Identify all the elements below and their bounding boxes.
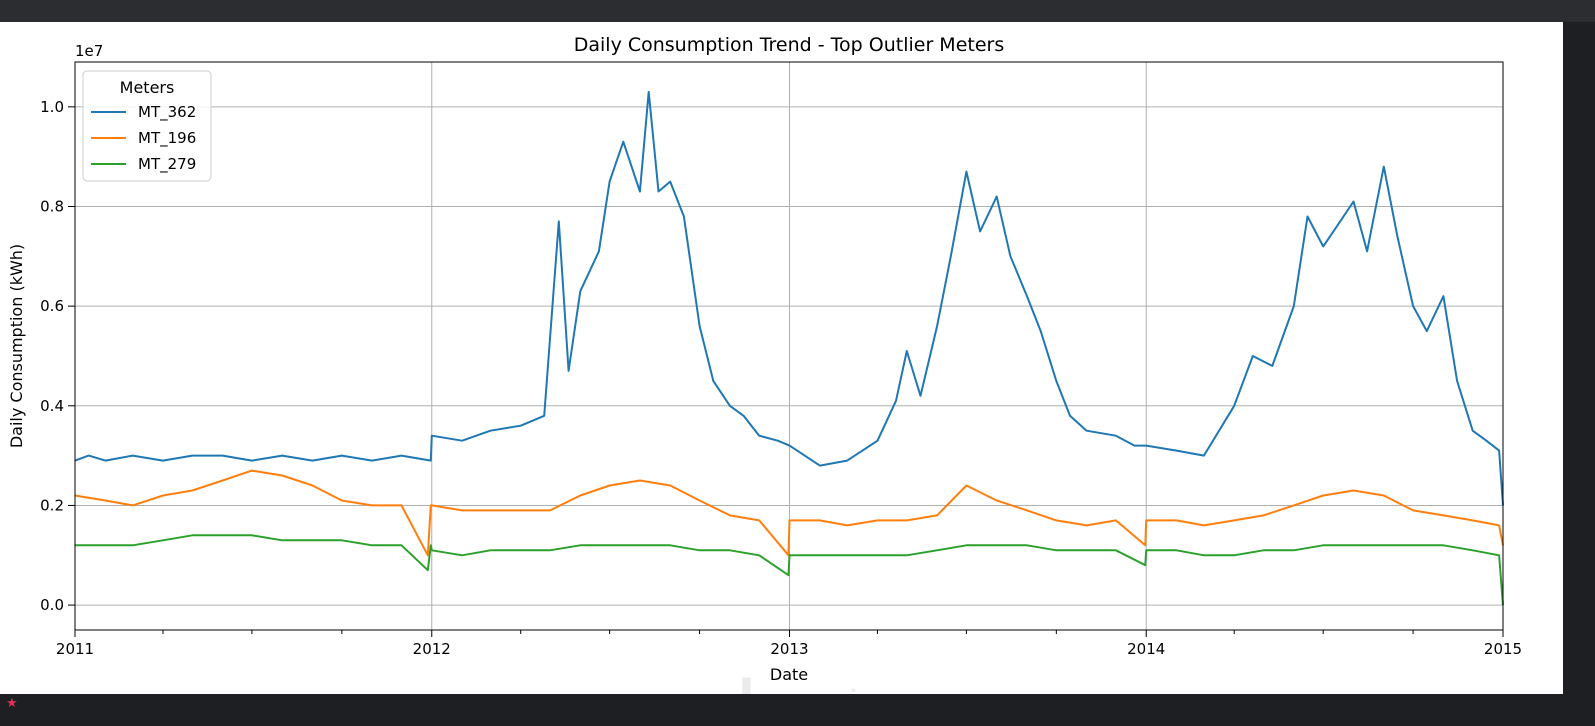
x-tick-label: 2011 xyxy=(56,640,94,658)
legend-label-mt_362: MT_362 xyxy=(138,103,196,122)
legend-label-mt_196: MT_196 xyxy=(138,129,196,148)
legend-label-mt_279: MT_279 xyxy=(138,155,196,174)
x-tick-label: 2013 xyxy=(770,640,808,658)
top-strip-text xyxy=(0,0,1595,20)
y-tick-label: 0.2 xyxy=(40,496,64,514)
legend-box xyxy=(82,70,212,182)
star-icon: ★ xyxy=(6,696,18,711)
legend: Meters MT_362 MT_196 MT_279 xyxy=(82,70,212,182)
line-chart: 2011 2012 2013 2014 2015 0.0 0.2 0.4 0.6 0.8 1.0 D… xyxy=(7,34,1522,684)
y-tick-label: 1.0 xyxy=(40,98,64,116)
y-tick-label: 0.6 xyxy=(40,297,64,315)
y-tick-label: 0.0 xyxy=(40,596,64,614)
series-lines xyxy=(74,90,1504,606)
series-line-mt_362 xyxy=(74,90,1504,506)
y-axis-label: Daily Consumption (kWh) xyxy=(7,244,26,448)
series-line-mt_196 xyxy=(74,469,1504,557)
y-tick-label: 0.8 xyxy=(40,197,64,215)
window-top-bar xyxy=(0,0,1595,22)
series-line-mt_279 xyxy=(75,534,1504,606)
legend-title: Meters xyxy=(120,78,175,97)
axes: 2011 2012 2013 2014 2015 0.0 0.2 0.4 0.6 0.8 1.0 xyxy=(40,98,1522,658)
x-axis-label: Date xyxy=(770,665,808,684)
x-tick-label: 2015 xyxy=(1484,640,1522,658)
plot-panel: 2011 2012 2013 2014 2015 0.0 0.2 0.4 0.6 0.8 1.0 D… xyxy=(0,22,1563,726)
x-tick-label: 2012 xyxy=(413,640,451,658)
chart-title: Daily Consumption Trend - Top Outlier Me… xyxy=(574,34,1005,56)
y-scale-label: 1e7 xyxy=(75,42,103,60)
y-tick-label: 0.4 xyxy=(40,397,64,415)
x-tick-label: 2014 xyxy=(1127,640,1165,658)
window-right-margin xyxy=(1563,22,1595,694)
window-bottom-bar: ★ xyxy=(0,694,1595,717)
